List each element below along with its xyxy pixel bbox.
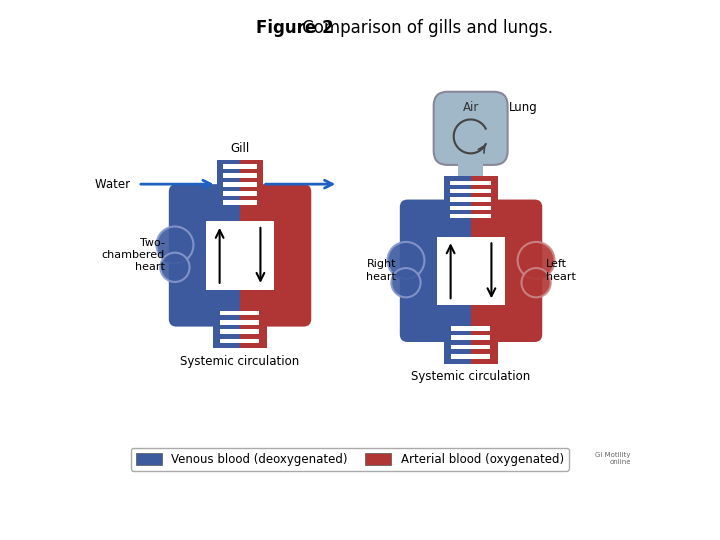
Bar xyxy=(212,306,220,348)
Circle shape xyxy=(161,253,189,282)
Bar xyxy=(492,177,498,222)
Bar xyxy=(451,335,490,340)
Text: Comparison of gills and lungs.: Comparison of gills and lungs. xyxy=(297,19,554,37)
Bar xyxy=(451,354,490,359)
Text: Water: Water xyxy=(95,178,134,191)
Text: Systemic circulation: Systemic circulation xyxy=(411,370,530,383)
Circle shape xyxy=(518,242,554,279)
Bar xyxy=(256,159,263,210)
Bar xyxy=(220,320,259,325)
Text: Systemic circulation: Systemic circulation xyxy=(180,355,300,368)
FancyBboxPatch shape xyxy=(471,200,542,342)
Bar xyxy=(444,177,450,222)
Bar xyxy=(217,159,222,210)
Bar xyxy=(259,306,266,348)
Text: GI Motility
online: GI Motility online xyxy=(595,452,631,465)
Bar xyxy=(451,321,471,363)
Text: Lung: Lung xyxy=(509,101,538,114)
Text: Air: Air xyxy=(462,100,479,113)
Bar xyxy=(222,183,256,187)
Text: Two-
chambered
heart: Two- chambered heart xyxy=(102,238,165,272)
Bar xyxy=(444,321,451,363)
Bar xyxy=(451,326,490,330)
Bar xyxy=(459,161,482,167)
Circle shape xyxy=(521,268,551,298)
Text: Left
heart: Left heart xyxy=(546,259,576,281)
Bar xyxy=(220,339,259,343)
Circle shape xyxy=(156,226,194,264)
FancyBboxPatch shape xyxy=(433,92,508,165)
Circle shape xyxy=(387,242,425,279)
Bar xyxy=(222,159,240,210)
Bar xyxy=(450,189,492,193)
Bar xyxy=(471,207,478,334)
Bar xyxy=(437,237,505,305)
Bar xyxy=(222,200,256,205)
Text: Right
heart: Right heart xyxy=(366,259,396,281)
Bar xyxy=(240,192,248,319)
Bar xyxy=(450,206,492,210)
Bar xyxy=(220,329,259,334)
Legend: Venous blood (deoxygenated), Arterial blood (oxygenated): Venous blood (deoxygenated), Arterial bl… xyxy=(131,448,569,470)
Bar xyxy=(467,207,474,334)
Bar xyxy=(222,164,256,168)
Bar xyxy=(220,306,240,348)
Bar xyxy=(222,173,256,178)
Bar xyxy=(490,321,498,363)
Circle shape xyxy=(392,268,420,298)
Bar xyxy=(206,221,274,289)
Bar xyxy=(240,306,259,348)
Bar xyxy=(450,214,492,219)
Bar xyxy=(471,321,490,363)
Bar xyxy=(459,161,483,180)
Text: Gill: Gill xyxy=(230,142,249,155)
Bar xyxy=(235,192,243,319)
FancyBboxPatch shape xyxy=(168,184,240,327)
Bar xyxy=(471,177,492,222)
Text: Figure 2: Figure 2 xyxy=(256,19,333,37)
Bar xyxy=(450,181,492,185)
Bar xyxy=(222,191,256,196)
Bar xyxy=(240,159,256,210)
Bar xyxy=(451,345,490,349)
Bar xyxy=(220,310,259,315)
Bar xyxy=(450,198,492,201)
FancyBboxPatch shape xyxy=(400,200,471,342)
FancyBboxPatch shape xyxy=(240,184,311,327)
Bar xyxy=(450,177,471,222)
